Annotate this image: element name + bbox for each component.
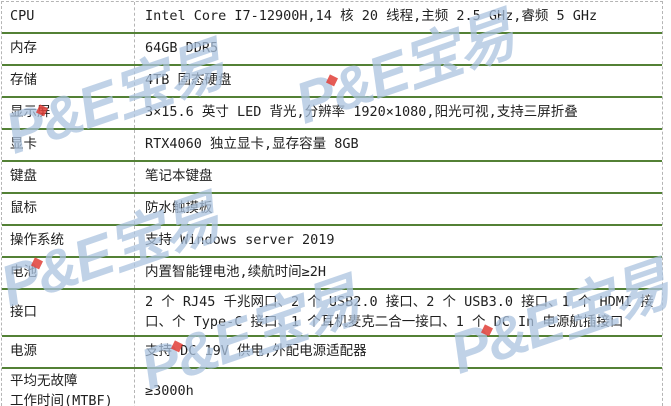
spec-label: 内存: [2, 34, 135, 64]
table-row: CPU Intel Core I7-12900H,14 核 20 线程,主频 2.…: [2, 2, 662, 34]
spec-value: 支持 DC 19V 供电,外配电源适配器: [145, 343, 367, 360]
spec-value: 支持 Windows server 2019: [145, 232, 335, 249]
spec-value: ≥3000h: [145, 382, 194, 399]
table-row: 显卡 RTX4060 独立显卡,显存容量 8GB: [2, 130, 662, 162]
spec-label: 电源: [2, 337, 135, 368]
table-row: 接口 2 个 RJ45 千兆网口、2 个 USB2.0 接口、2 个 USB3.0…: [2, 290, 662, 338]
spec-label: 鼠标: [2, 194, 135, 224]
table-row: 平均无故障 工作时间(MTBF) ≥3000h: [2, 369, 662, 406]
spec-label: 键盘: [2, 162, 135, 192]
table-row: 电源 支持 DC 19V 供电,外配电源适配器: [2, 337, 662, 370]
spec-value: 3×15.6 英寸 LED 背光,分辨率 1920×1080,阳光可视,支持三屏…: [145, 104, 578, 121]
spec-label: 显卡: [2, 130, 135, 160]
spec-value: 内置智能锂电池,续航时间≥2H: [145, 264, 327, 281]
spec-value: 4TB 固态硬盘: [145, 72, 232, 89]
table-row: 存储 4TB 固态硬盘: [2, 66, 662, 98]
table-row: 操作系统 支持 Windows server 2019: [2, 226, 662, 258]
table-row: 内存 64GB DDR5: [2, 34, 662, 66]
table-row: 电池 内置智能锂电池,续航时间≥2H: [2, 258, 662, 290]
spec-label: 平均无故障 工作时间(MTBF): [2, 369, 135, 406]
table-row: 显示屏 3×15.6 英寸 LED 背光,分辨率 1920×1080,阳光可视,支…: [2, 98, 662, 130]
spec-value: 2 个 RJ45 千兆网口、2 个 USB2.0 接口、2 个 USB3.0 接…: [145, 294, 654, 330]
spec-value: 笔记本键盘: [145, 168, 213, 185]
spec-value: RTX4060 独立显卡,显存容量 8GB: [145, 136, 359, 153]
spec-label: 电池: [2, 258, 135, 288]
spec-value: 64GB DDR5: [145, 40, 219, 57]
spec-label: 接口: [2, 290, 135, 336]
spec-label: 显示屏: [2, 98, 135, 128]
spec-label: 操作系统: [2, 226, 135, 256]
table-row: 鼠标 防水触摸板: [2, 194, 662, 226]
spec-label: CPU: [2, 2, 135, 32]
spec-value: 防水触摸板: [145, 200, 213, 217]
table-row: 键盘 笔记本键盘: [2, 162, 662, 194]
spec-label: 存储: [2, 66, 135, 96]
spec-value: Intel Core I7-12900H,14 核 20 线程,主频 2.5 G…: [145, 8, 598, 25]
